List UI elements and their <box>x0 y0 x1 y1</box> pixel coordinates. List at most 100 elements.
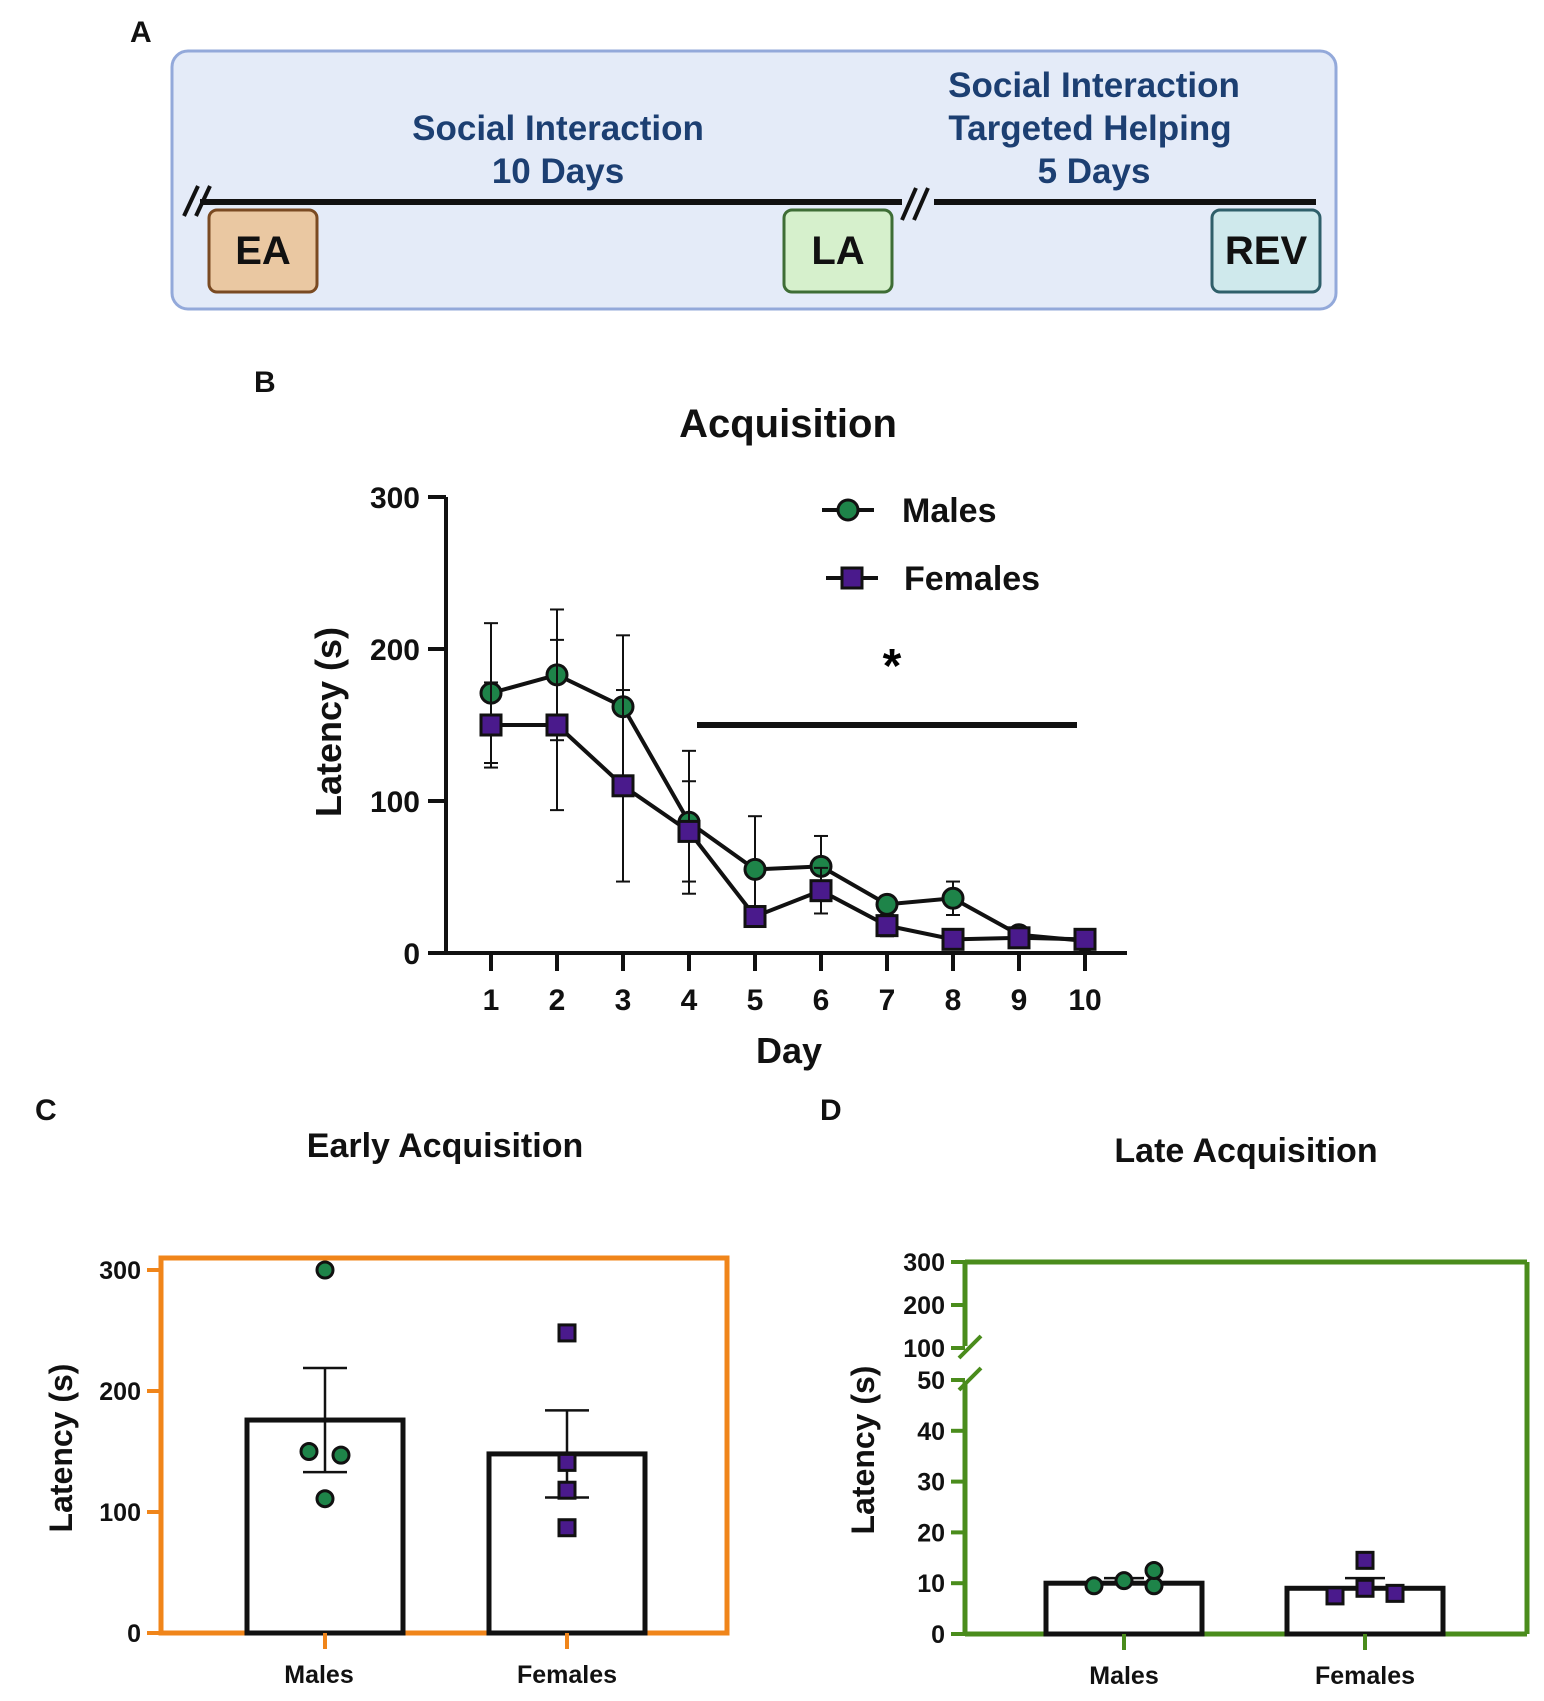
panel-letter-d: D <box>820 1094 842 1127</box>
early-point-females <box>557 1480 577 1500</box>
early-frame <box>158 1255 730 1636</box>
late-point-females <box>1385 1583 1405 1603</box>
timepoint-rev-label: REV <box>1225 229 1308 273</box>
acquisition-x-tick-label: 9 <box>1011 984 1028 1017</box>
acquisition-y-label: Latency (s) <box>308 627 349 817</box>
timepoint-la-label: LA <box>811 229 864 273</box>
males-point <box>941 886 965 910</box>
late-point-males <box>1144 1576 1164 1596</box>
females-point <box>941 927 965 951</box>
late-point-females <box>1355 1578 1375 1598</box>
timepoint-ea: EA <box>207 208 319 294</box>
acquisition-x-tick-label: 4 <box>681 984 698 1017</box>
timepoint-ea-label: EA <box>235 229 291 273</box>
late-y-tick-label: 10 <box>917 1570 945 1598</box>
timeline-break-middle <box>900 183 934 223</box>
late-y-tick-label: 0 <box>931 1621 945 1649</box>
early-point-females <box>557 1518 577 1538</box>
legend-males-marker <box>836 498 860 522</box>
early-point-males <box>331 1445 351 1465</box>
females-point <box>743 905 767 929</box>
late-acquisition-plot: 100 200 300 0 10 20 30 40 50 Males Females <box>903 1249 1530 1690</box>
phase2-duration: 5 Days <box>1038 152 1151 191</box>
early-y-tick-label: 0 <box>127 1620 141 1648</box>
females-point <box>545 713 569 737</box>
acquisition-x-tick-label: 8 <box>945 984 962 1017</box>
late-axis-break-mark <box>957 1366 983 1392</box>
acquisition-title: Acquisition <box>679 402 897 446</box>
acquisition-y-tick-label: 200 <box>370 634 420 667</box>
females-point <box>479 713 503 737</box>
late-axis-break-mark <box>957 1334 983 1360</box>
early-acquisition-plot: 0 100 200 300 Males Females <box>99 1255 730 1689</box>
legend-males-label: Males <box>902 492 997 530</box>
legend-males: Males <box>822 492 997 530</box>
late-point-males <box>1144 1561 1164 1580</box>
late-x-tick-label-males: Males <box>1089 1662 1158 1690</box>
timepoint-rev: REV <box>1210 208 1322 294</box>
late-point-females <box>1325 1586 1345 1606</box>
acquisition-x-tick-label: 10 <box>1068 984 1101 1017</box>
late-point-males <box>1114 1571 1134 1591</box>
late-point-females <box>1355 1550 1375 1570</box>
panel-letter-b: B <box>254 366 276 399</box>
acquisition-y-tick-label: 100 <box>370 786 420 819</box>
significance-asterisk: * <box>883 640 902 693</box>
late-y-tick-label: 300 <box>903 1249 945 1277</box>
timepoint-la: LA <box>782 208 894 294</box>
acquisition-x-tick-label: 3 <box>615 984 632 1017</box>
males-point <box>875 892 899 916</box>
legend-females-label: Females <box>904 560 1040 598</box>
acquisition-x-tick-label: 5 <box>747 984 764 1017</box>
acquisition-legend: Males Females <box>822 492 1040 598</box>
early-y-tick-label: 200 <box>99 1378 141 1406</box>
timeline-break-left <box>182 185 212 217</box>
females-point <box>1007 926 1031 950</box>
acquisition-y-tick-label: 300 <box>370 482 420 515</box>
acquisition-plot: 0 100 200 300 1 2 3 4 5 6 7 8 9 10 * <box>370 482 1127 1017</box>
late-y-tick-label: 40 <box>917 1418 945 1446</box>
acquisition-x-tick-label: 1 <box>483 984 500 1017</box>
late-x-tick-label-females: Females <box>1315 1662 1415 1690</box>
acquisition-x-tick-label: 7 <box>879 984 896 1017</box>
late-y-tick-label: 100 <box>903 1335 945 1363</box>
females-point <box>1073 927 1097 951</box>
females-line <box>491 723 1086 942</box>
early-y-tick-label: 100 <box>99 1499 141 1527</box>
legend-females-marker <box>840 566 864 590</box>
early-x-tick-label-females: Females <box>517 1661 617 1689</box>
legend-females: Females <box>826 560 1040 598</box>
females-point <box>677 819 701 843</box>
late-y-tick-label: 200 <box>903 1292 945 1320</box>
acquisition-x-label: Day <box>756 1030 822 1071</box>
phase2-line1: Social Interaction <box>948 66 1240 105</box>
acquisition-x-tick-label: 2 <box>549 984 566 1017</box>
acquisition-x-tick-label: 6 <box>813 984 830 1017</box>
phase1-duration: 10 Days <box>492 152 624 191</box>
phase1-title: Social Interaction <box>412 109 704 148</box>
late-bar-males <box>1043 1580 1205 1637</box>
early-acquisition-y-label: Latency (s) <box>43 1364 79 1533</box>
females-point <box>875 914 899 938</box>
late-acquisition-y-label: Latency (s) <box>845 1366 881 1535</box>
early-point-males <box>315 1260 335 1280</box>
phase2-line2: Targeted Helping <box>948 109 1231 148</box>
timeline-background <box>170 49 1338 311</box>
females-point <box>611 774 635 798</box>
late-y-tick-label: 20 <box>917 1519 945 1547</box>
early-x-tick-label-males: Males <box>284 1661 353 1689</box>
males-line <box>490 672 1086 943</box>
females-point <box>809 879 833 903</box>
early-point-males <box>299 1442 319 1461</box>
late-y-tick-label: 30 <box>917 1469 945 1497</box>
series-males <box>479 608 1097 953</box>
timeline-panel: Social Interaction 10 Days Social Intera… <box>170 49 1338 311</box>
panel-letter-a: A <box>130 16 152 49</box>
early-point-males <box>315 1489 335 1509</box>
series-females <box>479 638 1097 951</box>
late-point-males <box>1084 1576 1104 1596</box>
early-y-tick-label: 300 <box>99 1257 141 1285</box>
early-point-females <box>557 1323 577 1343</box>
acquisition-y-tick-label: 0 <box>403 938 420 971</box>
